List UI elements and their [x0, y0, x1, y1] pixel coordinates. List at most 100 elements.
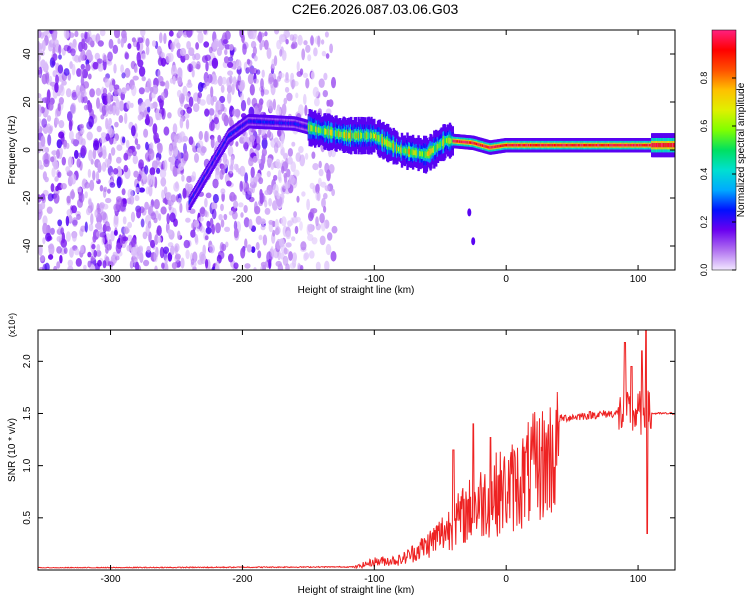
noise-speckle — [65, 88, 72, 98]
noise-speckle — [300, 265, 304, 270]
noise-speckle — [151, 40, 157, 47]
noise-speckle — [233, 163, 239, 171]
noise-speckle — [157, 236, 162, 243]
noise-speckle — [182, 85, 188, 97]
noise-speckle — [268, 100, 274, 113]
noise-speckle — [328, 99, 334, 107]
noise-speckle — [56, 149, 60, 159]
noise-speckle — [264, 189, 270, 196]
noise-speckle — [320, 181, 327, 188]
noise-speckle — [103, 54, 107, 63]
noise-speckle — [88, 115, 94, 128]
noise-speckle — [293, 169, 300, 177]
noise-speckle — [270, 246, 274, 258]
noise-speckle — [211, 208, 217, 220]
noise-speckle — [144, 201, 150, 210]
noise-speckle — [291, 78, 296, 89]
noise-speckle — [77, 91, 83, 103]
noise-speckle — [229, 44, 234, 51]
noise-speckle — [192, 251, 198, 263]
noise-speckle — [264, 39, 269, 50]
colorbar: 0.0 0.2 0.4 0.6 0.8 Normalized spectral ampl… — [699, 29, 747, 276]
noise-speckle — [57, 219, 63, 227]
noise-speckle — [129, 260, 134, 269]
noise-speckle — [39, 97, 44, 103]
bottom-y-axis: 0.5 1.0 1.5 2.0 — [22, 354, 675, 525]
noise-speckle — [96, 58, 103, 64]
noise-speckle — [106, 92, 113, 104]
noise-speckle — [58, 131, 65, 139]
noise-speckle — [325, 53, 330, 59]
noise-speckle — [275, 107, 282, 116]
noise-speckle — [66, 45, 72, 54]
noise-speckle — [49, 125, 54, 132]
noise-speckle — [65, 142, 70, 149]
noise-speckle — [131, 37, 136, 43]
noise-speckle — [270, 162, 275, 170]
noise-speckle — [113, 30, 121, 39]
noise-speckle — [81, 138, 86, 147]
noise-speckle — [94, 262, 100, 270]
noise-speckle — [70, 173, 77, 185]
noise-speckle — [186, 106, 192, 114]
noise-speckle — [206, 220, 211, 228]
noise-speckle — [287, 156, 293, 165]
noise-speckle — [288, 251, 293, 261]
noise-speckle — [204, 210, 208, 218]
noise-speckle — [299, 68, 304, 76]
noise-speckle — [317, 108, 322, 115]
noise-speckle — [252, 155, 258, 163]
noise-speckle — [268, 219, 274, 225]
noise-speckle — [242, 43, 247, 55]
noise-speckle — [140, 101, 146, 111]
noise-speckle — [255, 242, 260, 251]
noise-speckle — [267, 129, 271, 138]
noise-speckle — [194, 233, 199, 243]
noise-speckle — [276, 192, 281, 200]
noise-speckle — [213, 40, 220, 48]
noise-speckle — [112, 251, 118, 257]
noise-speckle — [39, 255, 45, 262]
noise-speckle — [304, 104, 308, 116]
noise-speckle — [224, 30, 231, 40]
noise-speckle — [123, 164, 129, 173]
noise-speckle — [99, 136, 106, 144]
noise-speckle — [38, 43, 43, 50]
noise-speckle — [315, 183, 320, 194]
noise-speckle — [310, 71, 315, 80]
noise-speckle — [84, 182, 90, 189]
x-tick-label: -200 — [232, 574, 252, 585]
noise-speckle — [58, 44, 62, 55]
noise-speckle — [170, 245, 175, 256]
noise-speckle — [143, 259, 150, 267]
noise-speckle — [204, 235, 209, 241]
noise-speckle — [89, 179, 95, 192]
noise-speckle — [295, 152, 302, 163]
noise-speckle — [232, 108, 237, 117]
noise-speckle — [251, 246, 256, 254]
noise-speckle — [208, 46, 213, 54]
noise-speckle — [254, 205, 261, 215]
noise-speckle — [102, 260, 107, 269]
noise-speckle — [254, 105, 259, 117]
noise-speckle — [104, 78, 111, 88]
noise-speckle — [274, 30, 280, 35]
noise-speckle — [98, 146, 103, 153]
noise-speckle — [186, 175, 192, 183]
noise-speckle — [40, 193, 46, 201]
noise-speckle — [177, 230, 181, 240]
noise-speckle — [136, 41, 140, 51]
noise-speckle — [277, 263, 284, 270]
noise-speckle — [174, 245, 178, 255]
noise-speckle — [156, 167, 161, 174]
x-tick-label: 100 — [630, 274, 647, 285]
noise-speckle — [266, 158, 273, 164]
noise-speckle — [95, 221, 102, 230]
noise-speckle — [80, 68, 84, 78]
noise-speckle — [197, 31, 204, 44]
noise-speckle — [186, 30, 193, 38]
noise-speckle — [329, 43, 333, 54]
noise-speckle — [94, 209, 99, 218]
noise-speckle — [50, 156, 55, 163]
noise-speckle — [291, 236, 296, 242]
